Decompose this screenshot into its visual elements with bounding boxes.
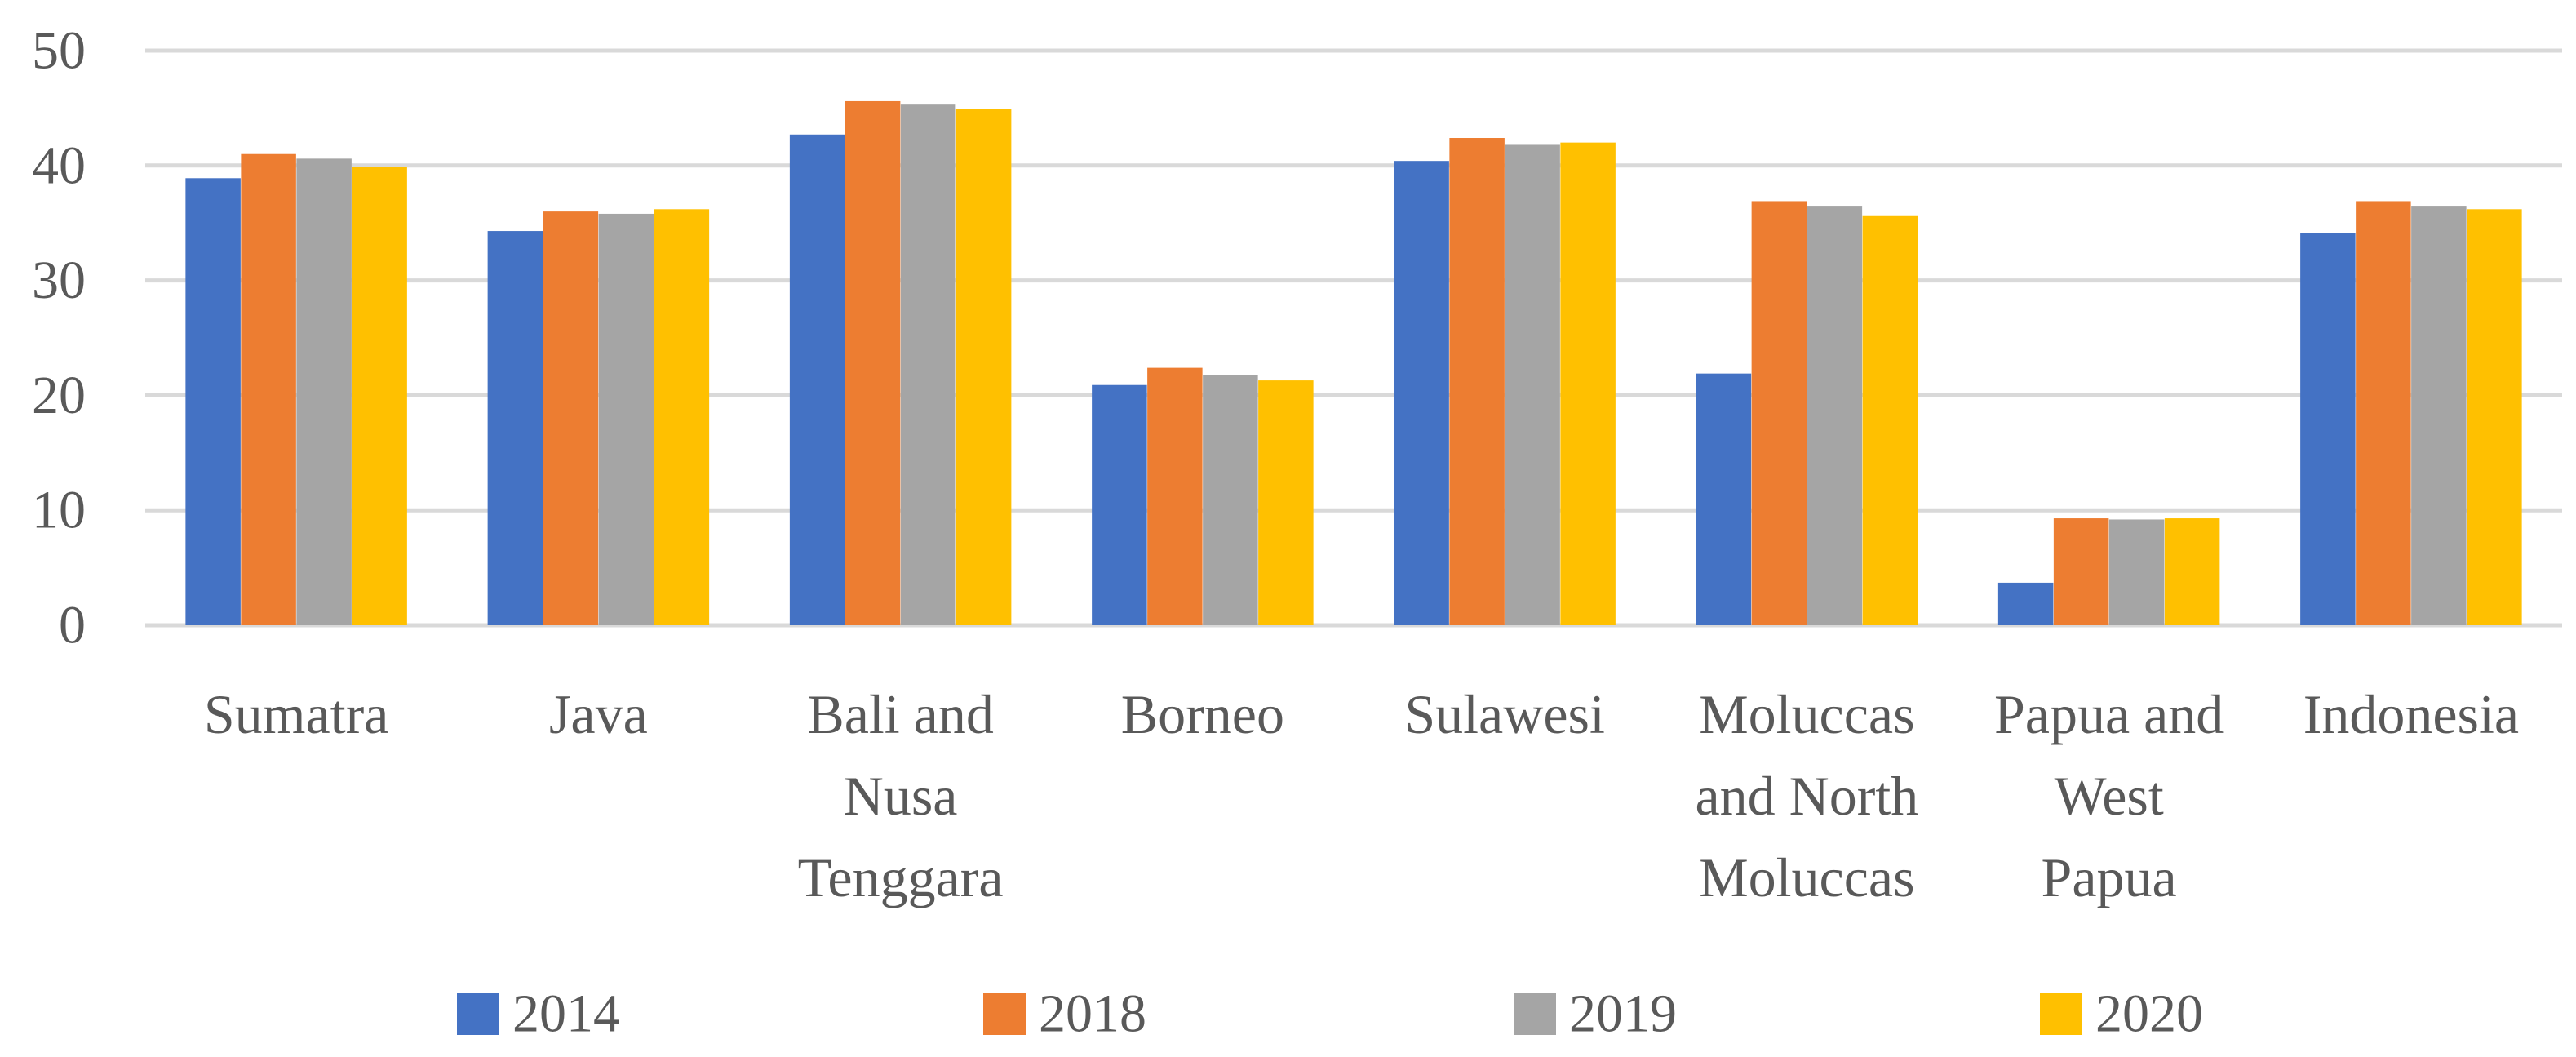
bar-2020-sumatra: [352, 167, 407, 625]
category-label: Java: [549, 683, 648, 745]
bar-2014-borneo: [1092, 384, 1147, 625]
y-tick-label-40: 40: [32, 135, 86, 195]
category-label: Bali and Nusa Tenggara: [798, 683, 1004, 908]
category-label-line: West: [2054, 765, 2163, 827]
category-label-line: and North: [1695, 765, 1918, 827]
legend-label-2014: 2014: [512, 984, 620, 1044]
category-label-line: Java: [549, 683, 648, 745]
category-label-line: Moluccas: [1699, 846, 1914, 908]
bar-2019-papua-and-west-papua: [2108, 519, 2165, 625]
category-label-line: Nusa: [844, 765, 958, 827]
bar-2014-indonesia: [2300, 233, 2356, 625]
category-label: Papua and West Papua: [1994, 683, 2224, 908]
bar-2020-java: [654, 209, 710, 625]
bar-2020-bali-and-nusa-tenggara: [955, 109, 1012, 626]
bar-2018-bali-and-nusa-tenggara: [845, 100, 901, 625]
category-label-line: Bali and: [807, 683, 994, 745]
bar-2018-java: [543, 211, 599, 625]
bar-2014-java: [487, 231, 543, 625]
bar-2018-papua-and-west-papua: [2053, 518, 2109, 625]
bar-2019-indonesia: [2411, 206, 2467, 625]
bar-2014-bali-and-nusa-tenggara: [789, 134, 845, 625]
bar-2014-sulawesi: [1394, 161, 1449, 626]
bar-2018-indonesia: [2356, 201, 2411, 625]
legend-label-2018: 2018: [1039, 984, 1146, 1044]
legend-swatch-2019: [1514, 993, 1556, 1035]
legend-swatch-2014: [457, 993, 499, 1035]
y-tick-label-30: 30: [32, 251, 86, 310]
x-axis-category-labels: Sumatra Java Bali and Nusa Tenggara Borneo Sul…: [204, 683, 2519, 908]
bar-2018-sulawesi: [1449, 138, 1505, 625]
bar-2020-borneo: [1258, 380, 1314, 625]
bar-2018-moluccas-and-north-moluccas: [1751, 201, 1807, 625]
bar-2020-moluccas-and-north-moluccas: [1862, 215, 1918, 625]
y-tick-label-20: 20: [32, 366, 86, 425]
category-label-line: Borneo: [1121, 683, 1284, 745]
bar-2014-papua-and-west-papua: [1997, 582, 2054, 625]
category-label: Moluccas and North Moluccas: [1695, 683, 1918, 908]
legend-label-2020: 2020: [2095, 984, 2203, 1044]
y-tick-label-10: 10: [32, 481, 86, 540]
bar-2014-moluccas-and-north-moluccas: [1696, 373, 1752, 625]
category-label-line: Sumatra: [204, 683, 389, 745]
legend-swatch-2018: [983, 993, 1026, 1035]
y-tick-label-0: 0: [59, 596, 86, 655]
bar-2019-moluccas-and-north-moluccas: [1807, 206, 1863, 625]
category-label-line: Papua and: [1994, 683, 2224, 745]
category-label-line: Papua: [2042, 846, 2177, 908]
bar-2020-papua-and-west-papua: [2164, 518, 2220, 625]
category-label: Sumatra: [204, 683, 389, 745]
category-label: Borneo: [1121, 683, 1284, 745]
category-label-line: Tenggara: [798, 846, 1004, 908]
bar-2018-borneo: [1147, 367, 1203, 625]
bar-2019-sumatra: [296, 158, 352, 626]
bar-2019-bali-and-nusa-tenggara: [900, 104, 956, 625]
bar-2020-indonesia: [2467, 209, 2522, 625]
category-label-line: Indonesia: [2303, 683, 2519, 745]
y-tick-label-50: 50: [32, 21, 86, 81]
y-axis-tick-labels: 0 10 20 30 40 50: [32, 21, 86, 655]
bar-2014-sumatra: [185, 178, 241, 626]
bar-2019-sulawesi: [1505, 144, 1560, 625]
bar-2019-java: [598, 213, 654, 625]
bar-2019-borneo: [1203, 375, 1258, 625]
category-label-line: Moluccas: [1699, 683, 1914, 745]
bar-2020-sulawesi: [1560, 142, 1616, 625]
category-label: Sulawesi: [1404, 683, 1605, 745]
legend: 2014 2018 2019 2020: [457, 984, 2203, 1044]
category-label-line: Sulawesi: [1404, 683, 1605, 745]
bar-2018-sumatra: [241, 153, 296, 626]
bars: [185, 100, 2522, 626]
legend-swatch-2020: [2040, 993, 2082, 1035]
legend-label-2019: 2019: [1569, 984, 1677, 1044]
category-label: Indonesia: [2303, 683, 2519, 745]
